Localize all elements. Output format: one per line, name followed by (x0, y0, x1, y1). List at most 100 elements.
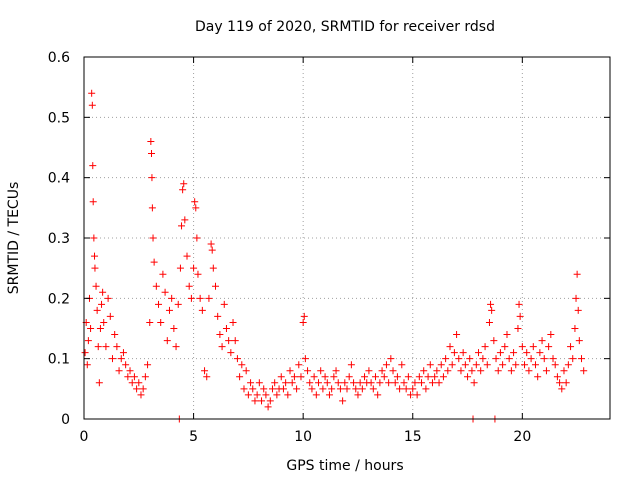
data-point (453, 331, 461, 339)
data-point (339, 397, 347, 405)
data-point (336, 385, 344, 393)
y-tick-label: 0.4 (48, 171, 70, 187)
data-point (191, 198, 199, 206)
data-point (196, 294, 204, 302)
data-point (266, 397, 274, 405)
plot-frame (83, 56, 611, 420)
data-point (193, 234, 201, 242)
data-point (187, 294, 195, 302)
data-point (422, 385, 430, 393)
data-point (431, 373, 439, 381)
data-point (99, 288, 107, 296)
data-point (455, 355, 463, 363)
data-point (297, 373, 305, 381)
data-point (301, 355, 309, 363)
data-point (516, 312, 524, 320)
data-point (190, 264, 198, 272)
data-point (521, 361, 529, 369)
data-point (273, 391, 281, 399)
data-point (181, 216, 189, 224)
data-point (356, 379, 364, 387)
data-point (464, 373, 472, 381)
data-point (122, 361, 130, 369)
data-point (538, 337, 546, 345)
data-point (216, 331, 224, 339)
data-point (251, 397, 259, 405)
data-point (332, 367, 340, 375)
data-point (487, 300, 495, 308)
data-point (572, 294, 580, 302)
data-point (531, 361, 539, 369)
data-point (387, 355, 395, 363)
data-point (466, 355, 474, 363)
data-point (542, 367, 550, 375)
data-point (238, 361, 246, 369)
data-point (391, 379, 399, 387)
data-point (299, 318, 307, 326)
data-point (477, 367, 485, 375)
data-point (558, 385, 566, 393)
data-point (144, 361, 152, 369)
data-point (90, 234, 98, 242)
data-point (553, 373, 561, 381)
data-point (260, 385, 268, 393)
data-point (315, 379, 323, 387)
data-point (93, 306, 101, 314)
data-point (472, 361, 480, 369)
data-point (400, 379, 408, 387)
data-point (347, 361, 355, 369)
data-point (111, 331, 119, 339)
data-point (247, 379, 255, 387)
data-point (155, 300, 163, 308)
data-point (174, 300, 182, 308)
data-point (172, 343, 180, 351)
data-point (236, 373, 244, 381)
data-point (253, 391, 261, 399)
data-point (437, 361, 445, 369)
data-point (133, 385, 141, 393)
data-point (404, 373, 412, 381)
x-tick-label: 5 (189, 429, 198, 445)
data-point (378, 367, 386, 375)
data-point (439, 373, 447, 381)
data-point (214, 312, 222, 320)
data-point (161, 288, 169, 296)
data-point (205, 294, 213, 302)
data-point (534, 373, 542, 381)
data-point (365, 367, 373, 375)
data-point (168, 294, 176, 302)
data-point (574, 306, 582, 314)
chart-title: Day 119 of 2020, SRMTID for receiver rds… (195, 19, 495, 35)
data-point (389, 367, 397, 375)
data-point (354, 391, 362, 399)
x-axis-label: GPS time / hours (286, 458, 403, 474)
data-point (268, 385, 276, 393)
data-point (163, 337, 171, 345)
data-point (84, 337, 92, 345)
data-point (100, 318, 108, 326)
data-point (479, 355, 487, 363)
data-point (137, 391, 145, 399)
data-point (220, 300, 228, 308)
data-point (352, 385, 360, 393)
x-tick-label: 15 (404, 429, 422, 445)
data-point (130, 373, 138, 381)
data-point (185, 282, 193, 290)
data-point (468, 367, 476, 375)
data-point (376, 379, 384, 387)
data-point (295, 361, 303, 369)
y-axis-label: SRMTID / TECUs (6, 182, 22, 295)
data-point (393, 373, 401, 381)
data-point (225, 337, 233, 345)
data-point (288, 379, 296, 387)
x-tick-labels: 0 5 10 15 20 (80, 429, 532, 445)
data-point (141, 373, 149, 381)
data-point (470, 379, 478, 387)
data-point (358, 385, 366, 393)
data-point (148, 204, 156, 212)
data-point (88, 101, 96, 109)
data-point (448, 361, 456, 369)
data-point (428, 379, 436, 387)
y-tick-labels: 0 0.1 0.2 0.3 0.4 0.5 0.6 (48, 50, 70, 428)
data-point (382, 361, 390, 369)
